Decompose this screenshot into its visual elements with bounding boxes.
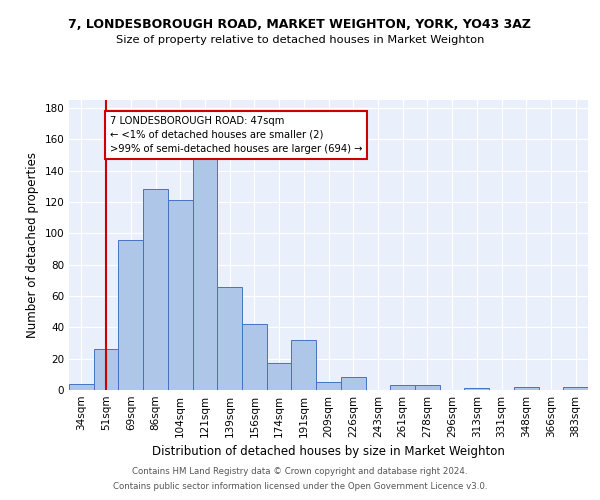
- Bar: [390, 386, 415, 390]
- Bar: [514, 387, 539, 390]
- Bar: [168, 200, 193, 390]
- Text: 7 LONDESBOROUGH ROAD: 47sqm
← <1% of detached houses are smaller (2)
>99% of sem: 7 LONDESBOROUGH ROAD: 47sqm ← <1% of det…: [110, 116, 362, 154]
- Text: Contains HM Land Registry data © Crown copyright and database right 2024.: Contains HM Land Registry data © Crown c…: [132, 467, 468, 476]
- X-axis label: Distribution of detached houses by size in Market Weighton: Distribution of detached houses by size …: [152, 446, 505, 458]
- Bar: [316, 382, 341, 390]
- Text: Contains public sector information licensed under the Open Government Licence v3: Contains public sector information licen…: [113, 482, 487, 491]
- Bar: [415, 386, 440, 390]
- Bar: [267, 364, 292, 390]
- Bar: [94, 349, 118, 390]
- Bar: [341, 378, 365, 390]
- Text: Size of property relative to detached houses in Market Weighton: Size of property relative to detached ho…: [116, 35, 484, 45]
- Y-axis label: Number of detached properties: Number of detached properties: [26, 152, 39, 338]
- Bar: [193, 155, 217, 390]
- Bar: [292, 340, 316, 390]
- Text: 7, LONDESBOROUGH ROAD, MARKET WEIGHTON, YORK, YO43 3AZ: 7, LONDESBOROUGH ROAD, MARKET WEIGHTON, …: [68, 18, 532, 30]
- Bar: [118, 240, 143, 390]
- Bar: [242, 324, 267, 390]
- Bar: [69, 384, 94, 390]
- Bar: [143, 190, 168, 390]
- Bar: [563, 387, 588, 390]
- Bar: [217, 286, 242, 390]
- Bar: [464, 388, 489, 390]
